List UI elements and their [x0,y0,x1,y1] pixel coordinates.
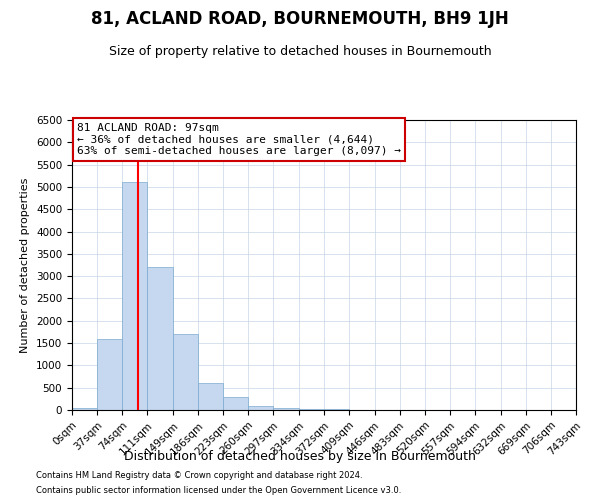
Bar [147,267,173,410]
Bar [198,383,223,410]
Y-axis label: Number of detached properties: Number of detached properties [20,178,31,352]
Bar [72,408,97,410]
Bar [223,396,248,410]
Text: 81, ACLAND ROAD, BOURNEMOUTH, BH9 1JH: 81, ACLAND ROAD, BOURNEMOUTH, BH9 1JH [91,10,509,28]
Text: Contains public sector information licensed under the Open Government Licence v3: Contains public sector information licen… [36,486,401,495]
Bar [173,334,198,410]
Bar [248,406,274,410]
Bar [274,408,299,410]
Bar [299,408,325,410]
Bar [97,338,122,410]
Text: Distribution of detached houses by size in Bournemouth: Distribution of detached houses by size … [124,450,476,463]
Text: Contains HM Land Registry data © Crown copyright and database right 2024.: Contains HM Land Registry data © Crown c… [36,471,362,480]
Bar [122,182,147,410]
Text: Size of property relative to detached houses in Bournemouth: Size of property relative to detached ho… [109,45,491,58]
Text: 81 ACLAND ROAD: 97sqm
← 36% of detached houses are smaller (4,644)
63% of semi-d: 81 ACLAND ROAD: 97sqm ← 36% of detached … [77,123,401,156]
